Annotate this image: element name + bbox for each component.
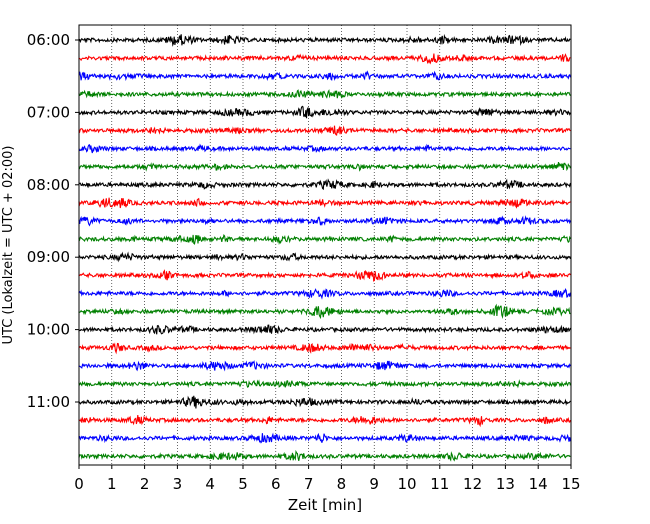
y-tick-label: 10:00 (27, 321, 70, 339)
seismic-trace (78, 162, 571, 172)
x-tick-label: 8 (337, 475, 347, 493)
y-axis-label: UTC (Lokalzeit = UTC + 02:00) (1, 146, 16, 345)
x-tick-label: 7 (304, 475, 314, 493)
x-tick-label: 6 (271, 475, 281, 493)
seismic-trace (78, 70, 571, 82)
x-tick-label: 10 (397, 475, 416, 493)
seismic-trace (78, 379, 571, 389)
y-axis-ticks: 06:00 07:00 08:00 09:00 10:00 11:00 (27, 31, 79, 411)
x-tick-label: 15 (561, 475, 580, 493)
seismic-trace (78, 395, 571, 409)
seismic-trace (78, 197, 571, 209)
plot-background (79, 25, 571, 465)
x-tick-label: 13 (496, 475, 515, 493)
seismic-trace (78, 215, 571, 227)
x-tick-label: 3 (173, 475, 183, 493)
plot-frame (78, 24, 572, 466)
x-tick-label: 9 (369, 475, 379, 493)
x-tick-label: 4 (205, 475, 215, 493)
x-tick-label: 14 (529, 475, 548, 493)
seismic-trace (78, 251, 571, 263)
seismic-trace (78, 53, 571, 65)
x-tick-label: 1 (107, 475, 117, 493)
seismic-trace (78, 342, 571, 355)
y-tick-label: 09:00 (27, 248, 70, 266)
x-gridlines (111, 25, 539, 465)
seismic-trace (78, 33, 571, 47)
x-tick-label: 5 (238, 475, 248, 493)
seismic-trace (78, 178, 571, 191)
x-axis-ticks: 0 1 2 3 4 5 6 7 8 9 10 11 12 13 14 15 (74, 465, 581, 493)
seismic-trace (78, 449, 571, 462)
seismic-trace (78, 234, 571, 245)
seismic-trace (78, 105, 571, 119)
x-tick-label: 12 (463, 475, 482, 493)
seismic-trace (78, 432, 571, 444)
seismic-trace (78, 415, 571, 428)
x-tick-label: 2 (140, 475, 150, 493)
y-tick-label: 08:00 (27, 176, 70, 194)
y-tick-label: 06:00 (27, 31, 70, 49)
seismic-trace (78, 303, 571, 320)
y-tick-label: 11:00 (27, 393, 70, 411)
seismic-trace (78, 89, 571, 99)
seismic-traces (78, 33, 571, 462)
x-axis-label: Zeit [min] (288, 496, 362, 514)
x-tick-label: 11 (430, 475, 449, 493)
seismic-trace (78, 288, 571, 300)
y-tick-label: 07:00 (27, 103, 70, 121)
seismic-trace (78, 324, 571, 335)
seismic-trace (78, 269, 571, 282)
seismic-trace (78, 125, 571, 136)
seismic-trace (78, 360, 571, 372)
seismic-trace (78, 143, 571, 154)
x-tick-label: 0 (74, 475, 84, 493)
